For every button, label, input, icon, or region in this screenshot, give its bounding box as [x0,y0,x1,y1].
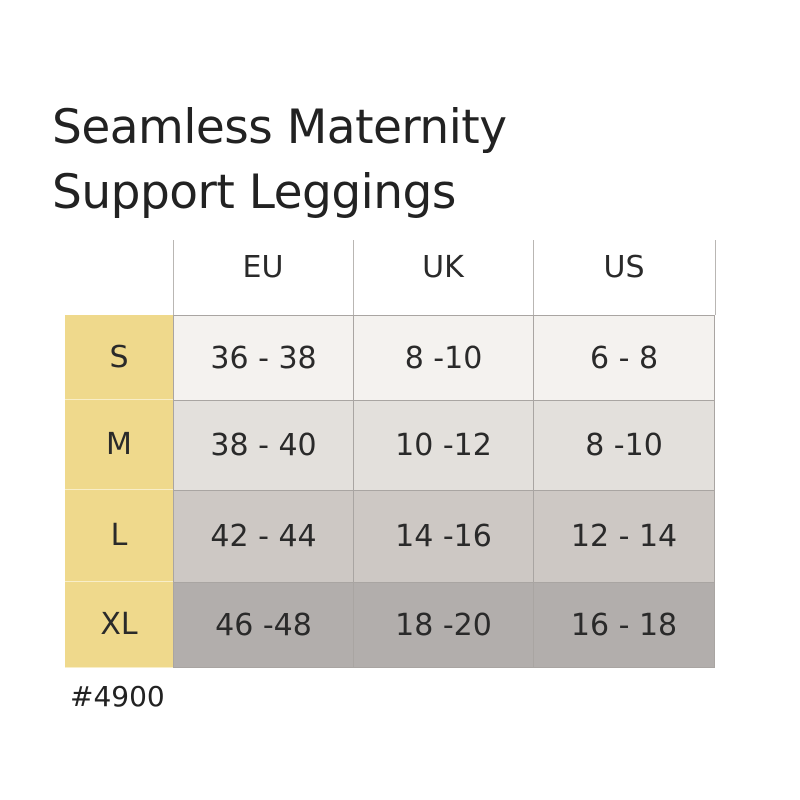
column-header: UK [422,250,464,285]
size-value: 12 - 14 [533,490,715,582]
size-label: S [65,315,173,400]
title-line: Seamless Maternity [52,100,507,155]
divider [715,240,716,315]
product-code: #4900 [70,680,165,713]
column-header: EU [242,250,284,285]
size-value: 10 -12 [353,400,533,490]
size-value: 8 -10 [533,400,715,490]
size-value: 38 - 40 [173,400,353,490]
divider [353,240,354,315]
size-value: 8 -10 [353,315,533,400]
size-value: 42 - 44 [173,490,353,582]
size-label: L [65,490,173,582]
title-line: Support Leggings [52,165,456,220]
divider [533,240,534,315]
size-value: 6 - 8 [533,315,715,400]
size-label: XL [65,582,173,668]
size-value: 18 -20 [353,582,533,668]
column-header: US [603,250,645,285]
size-value: 46 -48 [173,582,353,668]
divider [173,240,174,315]
size-value: 14 -16 [353,490,533,582]
size-label: M [65,400,173,490]
size-value: 16 - 18 [533,582,715,668]
size-value: 36 - 38 [173,315,353,400]
